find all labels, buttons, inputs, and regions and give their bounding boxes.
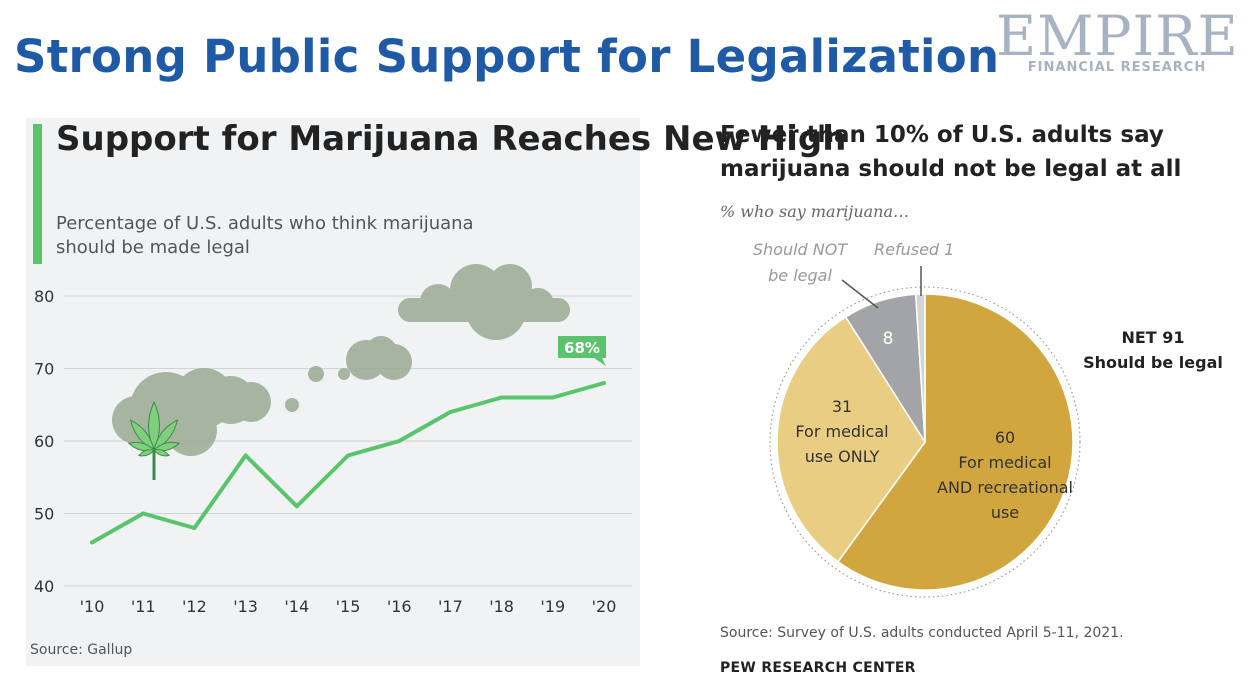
cloud-puff	[376, 344, 412, 380]
cloud-puff	[338, 368, 350, 380]
leaf-blade	[138, 449, 155, 457]
x-tick-label: '20	[592, 597, 617, 616]
leaf-blade	[153, 449, 170, 457]
net-should-be-legal-label: NET 91	[1121, 328, 1184, 347]
pie-outer-ring	[769, 286, 1081, 598]
net-should-be-legal-label: Should be legal	[1083, 353, 1223, 372]
slice-label-medical-only: 31	[832, 397, 852, 416]
y-tick-label: 40	[34, 577, 54, 596]
leaf-blade	[148, 400, 160, 452]
data-point	[550, 395, 555, 400]
slice-label-should-not-be-legal: 8	[883, 329, 894, 349]
callout-should-not-be-legal: be legal	[768, 266, 832, 285]
cloud-puff	[231, 382, 271, 422]
value-callout	[558, 336, 606, 366]
data-point	[602, 381, 606, 385]
value-callout-label: 68%	[564, 339, 600, 357]
data-point	[90, 540, 94, 545]
x-tick-label: '18	[489, 597, 514, 616]
data-point	[192, 526, 197, 530]
line-chart-panel	[26, 118, 640, 666]
x-tick-label: '12	[182, 597, 207, 616]
cloud-puff	[285, 398, 299, 412]
cloud-puff	[308, 366, 324, 382]
line-chart-subtitle: Percentage of U.S. adults who think mari…	[56, 213, 474, 258]
y-tick-label: 70	[34, 360, 54, 379]
slice-label-medical-and-recreational: AND recreational	[937, 478, 1073, 497]
data-point	[243, 453, 248, 458]
callout-leader	[841, 279, 879, 309]
pew-research-center-label: PEW RESEARCH CENTER	[720, 660, 916, 676]
data-point	[346, 453, 350, 458]
pie-chart-subtitle: % who say marijuana…	[720, 202, 910, 221]
pie-title-line-2: marijuana should not be legal at all	[720, 156, 1182, 182]
x-tick-label: '17	[438, 597, 463, 616]
slice-label-medical-only: use ONLY	[805, 447, 880, 466]
logo-wordmark: EMPIRE	[996, 4, 1239, 68]
logo-tagline: FINANCIAL RESEARCH	[1027, 60, 1207, 75]
x-tick-label: '11	[131, 597, 156, 616]
slice-label-medical-and-recreational: 60	[995, 428, 1015, 447]
callout-should-not-be-legal: Should NOT	[753, 240, 848, 259]
data-point	[294, 504, 299, 509]
data-point	[499, 395, 504, 400]
x-tick-label: '10	[80, 597, 105, 616]
line-chart-source: Source: Gallup	[30, 642, 133, 658]
title-accent-bar	[33, 124, 42, 264]
pie-chart: 60 For medical AND recreational use 31 For me…	[753, 240, 1223, 598]
empire-logo: EMPIRE FINANCIAL RESEARCH	[996, 6, 1238, 75]
callout-refused: Refused 1	[874, 240, 954, 259]
x-tick-label: '16	[387, 597, 412, 616]
y-tick-label: 60	[34, 432, 54, 451]
y-tick-label: 50	[34, 505, 54, 524]
pie-chart-source: Source: Survey of U.S. adults conducted …	[720, 625, 1124, 641]
data-point	[397, 439, 402, 443]
y-tick-label: 80	[34, 287, 54, 306]
cloud-puff	[112, 396, 160, 444]
cannabis-leaf-icon	[127, 400, 181, 480]
x-tick-label: '13	[233, 597, 258, 616]
x-tick-label: '15	[336, 597, 361, 616]
slide-title: Strong Public Support for Legalization	[14, 30, 1000, 83]
slice-label-medical-only: For medical	[795, 422, 888, 441]
slice-label-medical-and-recreational: use	[991, 503, 1019, 522]
line-chart-title: Support for Marijuana Reaches New High	[56, 119, 847, 159]
cloud-puff	[398, 298, 570, 322]
data-point	[448, 410, 453, 414]
slice-label-medical-and-recreational: For medical	[958, 453, 1051, 472]
pie-slice	[836, 293, 1074, 591]
line-chart: 40 50 60 70 80 '10 '11 '12 '13 '14 '15 '16 '17 '18 '19…	[34, 264, 632, 616]
x-tick-label: '19	[540, 597, 565, 616]
pie-slice	[776, 316, 926, 563]
smoke-cloud-icon	[112, 264, 570, 456]
data-point	[141, 511, 146, 516]
pie-chart-title: Fewer than 10% of U.S. adults say mariju…	[720, 118, 1181, 186]
x-tick-label: '14	[284, 597, 309, 616]
pie-title-line-1: Fewer than 10% of U.S. adults say	[720, 122, 1164, 148]
